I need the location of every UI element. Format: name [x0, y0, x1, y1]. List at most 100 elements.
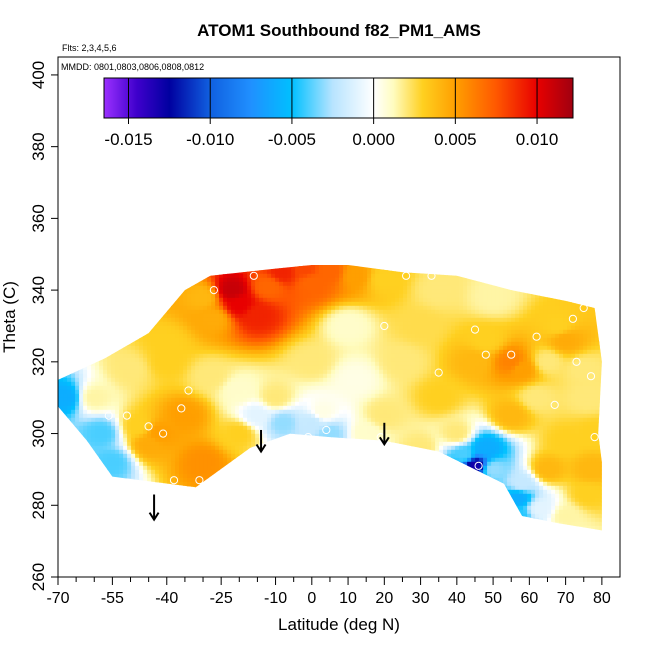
heatmap-cell	[283, 258, 288, 263]
heatmap-cell	[207, 325, 212, 331]
heatmap-cell	[295, 417, 300, 423]
heatmap-cell	[251, 353, 256, 359]
heatmap-cell	[215, 317, 220, 323]
heatmap-cell	[175, 529, 180, 531]
heatmap-cell	[79, 461, 84, 467]
heatmap-cell	[119, 337, 124, 343]
heatmap-cell	[243, 365, 248, 371]
heatmap-cell	[139, 453, 144, 459]
heatmap-cell	[171, 285, 176, 291]
heatmap-cell	[203, 401, 208, 407]
heatmap-cell	[171, 297, 176, 303]
heatmap-cell	[63, 373, 68, 379]
heatmap-cell	[267, 357, 272, 363]
heatmap-cell	[91, 353, 96, 359]
heatmap-cell	[259, 353, 264, 359]
heatmap-cell	[303, 501, 308, 507]
heatmap-cell	[231, 289, 236, 295]
heatmap-cell	[91, 373, 96, 379]
heatmap-cell	[151, 453, 156, 459]
heatmap-cell	[171, 465, 176, 471]
heatmap-cell	[115, 481, 120, 487]
heatmap-cell	[235, 453, 240, 459]
heatmap-cell	[323, 525, 328, 531]
heatmap-cell	[267, 521, 272, 527]
heatmap-cell	[311, 333, 316, 339]
heatmap-cell	[155, 441, 160, 447]
heatmap-cell	[223, 521, 228, 527]
heatmap-cell	[251, 421, 256, 427]
heatmap-cell	[119, 285, 124, 291]
heatmap-cell	[203, 273, 208, 279]
heatmap-cell	[103, 429, 108, 435]
heatmap-cell	[87, 365, 92, 371]
heatmap-cell	[119, 489, 124, 495]
heatmap-cell	[131, 281, 136, 287]
heatmap-cell	[291, 321, 296, 327]
heatmap-cell	[103, 509, 108, 515]
heatmap-cell	[107, 313, 112, 319]
heatmap-cell	[323, 325, 328, 331]
heatmap-cell	[303, 389, 308, 395]
heatmap-cell	[235, 473, 240, 479]
heatmap-cell	[175, 289, 180, 295]
heatmap-cell	[283, 269, 288, 275]
heatmap-cell	[111, 309, 116, 315]
heatmap-cell	[167, 385, 172, 391]
heatmap-cell	[187, 349, 192, 355]
heatmap-cell	[255, 357, 260, 363]
heatmap-cell	[199, 333, 204, 339]
heatmap-cell	[327, 525, 332, 531]
heatmap-cell	[79, 357, 84, 363]
heatmap-cell	[243, 357, 248, 363]
heatmap-cell	[215, 413, 220, 419]
heatmap-cell	[211, 365, 216, 371]
heatmap-cell	[295, 469, 300, 475]
heatmap-cell	[47, 318, 52, 323]
heatmap-cell	[67, 517, 72, 523]
heatmap-cell	[63, 397, 68, 403]
heatmap-cell	[275, 437, 280, 443]
heatmap-cell	[103, 337, 108, 343]
heatmap-cell	[307, 381, 312, 387]
heatmap-cell	[95, 529, 100, 531]
heatmap-cell	[211, 258, 216, 263]
heatmap-cell	[323, 285, 328, 291]
heatmap-cell	[283, 301, 288, 307]
heatmap-cell	[283, 525, 288, 531]
heatmap-cell	[243, 353, 248, 359]
heatmap-cell	[255, 489, 260, 495]
heatmap-cell	[199, 305, 204, 311]
heatmap-cell	[58, 269, 60, 275]
heatmap-cell	[207, 513, 212, 519]
heatmap-cell	[187, 441, 192, 447]
heatmap-cell	[87, 501, 92, 507]
heatmap-cell	[259, 377, 264, 383]
heatmap-cell	[319, 469, 324, 475]
heatmap-cell	[107, 329, 112, 335]
heatmap-cell	[231, 357, 236, 363]
heatmap-cell	[67, 369, 72, 375]
heatmap-cell	[75, 353, 80, 359]
heatmap-cell	[311, 409, 316, 415]
heatmap-cell	[263, 473, 268, 479]
heatmap-cell	[267, 333, 272, 339]
heatmap-cell	[243, 325, 248, 331]
heatmap-cell	[255, 365, 260, 371]
heatmap-cell	[167, 429, 172, 435]
heatmap-cell	[311, 485, 316, 491]
heatmap-cell	[99, 481, 104, 487]
heatmap-cell	[135, 285, 140, 291]
heatmap-cell	[179, 493, 184, 499]
heatmap-cell	[267, 461, 272, 467]
heatmap-cell	[167, 357, 172, 363]
heatmap-cell	[123, 481, 128, 487]
heatmap-cell	[199, 469, 204, 475]
heatmap-cell	[83, 369, 88, 375]
heatmap-cell	[163, 357, 168, 363]
heatmap-cell	[195, 469, 200, 475]
heatmap-cell	[147, 397, 152, 403]
heatmap-cell	[167, 397, 172, 403]
heatmap-cell	[227, 385, 232, 391]
heatmap-cell	[291, 493, 296, 499]
